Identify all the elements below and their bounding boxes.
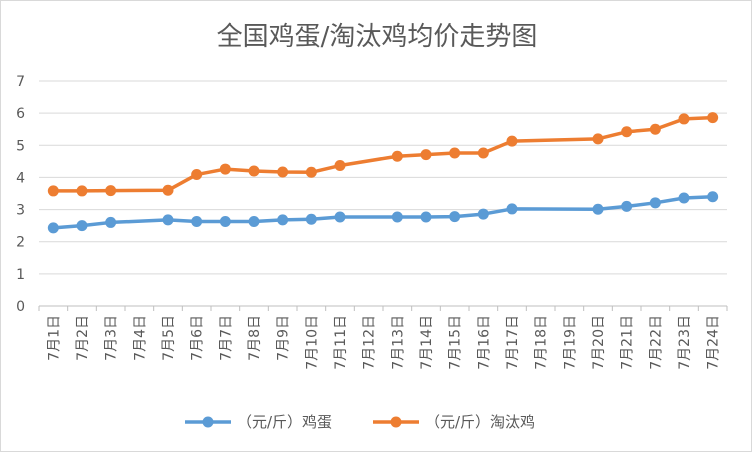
data-point: [477, 208, 489, 220]
x-tick-label: 7月11日: [333, 315, 349, 370]
series-line: [53, 194, 713, 230]
series-0: [47, 191, 719, 234]
series-1: [47, 112, 719, 197]
x-tick-label: 7月18日: [534, 315, 550, 370]
series-layer: [47, 112, 719, 234]
data-point: [76, 220, 88, 232]
x-tick-label: 7月24日: [706, 315, 722, 370]
y-tick-label: 5: [16, 138, 25, 154]
x-tick-label: 7月21日: [620, 315, 636, 370]
x-tick-label: 7月1日: [46, 315, 62, 361]
x-tick-label: 7月22日: [648, 315, 664, 370]
data-point: [105, 185, 117, 197]
data-point: [649, 123, 661, 135]
data-point: [47, 222, 59, 234]
data-point: [391, 150, 403, 162]
data-point: [678, 192, 690, 204]
data-point: [449, 147, 461, 159]
y-tick-label: 2: [16, 235, 25, 251]
data-point: [305, 213, 317, 225]
x-tick-label: 7月2日: [75, 315, 91, 361]
data-point: [334, 211, 346, 223]
x-tick-label: 7月3日: [104, 315, 120, 361]
data-point: [277, 166, 289, 178]
x-tick-label: 7月14日: [419, 315, 435, 370]
y-tick-label: 0: [16, 299, 25, 315]
data-point: [621, 200, 633, 212]
data-point: [248, 215, 260, 227]
data-point: [420, 211, 432, 223]
data-point: [707, 112, 719, 124]
data-point: [592, 133, 604, 145]
data-point: [621, 126, 633, 138]
x-tick-label: 7月13日: [390, 315, 406, 370]
series-line: [53, 115, 713, 193]
x-tick-label: 7月19日: [562, 315, 578, 370]
data-point: [277, 214, 289, 226]
data-point: [162, 184, 174, 196]
x-tick-label: 7月15日: [448, 315, 464, 370]
x-tick-label: 7月17日: [505, 315, 521, 370]
data-point: [47, 185, 59, 197]
data-point: [449, 211, 461, 223]
data-point: [248, 165, 260, 177]
data-point: [105, 216, 117, 228]
data-point: [162, 214, 174, 226]
legend-marker: [202, 416, 214, 428]
data-point: [592, 203, 604, 215]
chart-title: 全国鸡蛋/淘汰鸡均价走势图: [217, 22, 538, 52]
data-point: [678, 113, 690, 125]
y-tick-label: 7: [16, 74, 25, 90]
data-point: [219, 215, 231, 227]
data-point: [219, 163, 231, 175]
x-tick-label: 7月10日: [304, 315, 320, 370]
x-tick-label: 7月12日: [362, 315, 378, 370]
y-tick-label: 4: [16, 170, 25, 186]
legend-marker: [390, 416, 402, 428]
data-point: [391, 211, 403, 223]
x-tick-label: 7月8日: [247, 315, 263, 361]
y-tick-label: 6: [16, 106, 25, 122]
x-tick-label: 7月20日: [591, 315, 607, 370]
axes: 0 1 2 3 4 5 6 7 7月1日 7月2日 7月3日 7月4日 7月5日 7月6日 7月7日 7月8日…: [16, 74, 728, 370]
legend-label: （元/斤）淘汰鸡: [425, 413, 535, 431]
x-tick-label: 7月6日: [190, 315, 206, 361]
x-tick-label: 7月9日: [276, 315, 292, 361]
data-point: [334, 160, 346, 172]
data-point: [649, 197, 661, 209]
data-point: [76, 185, 88, 197]
x-tick-label: 7月16日: [476, 315, 492, 370]
x-tick-label: 7月5日: [161, 315, 177, 361]
x-tick-label: 7月7日: [218, 315, 234, 361]
x-tick-label: 7月4日: [132, 315, 148, 361]
x-tick-label: 7月23日: [677, 315, 693, 370]
y-tick-label: 3: [16, 203, 25, 219]
legend-label: （元/斤）鸡蛋: [237, 413, 332, 431]
y-tick-label: 1: [16, 267, 25, 283]
data-point: [506, 135, 518, 147]
data-point: [707, 191, 719, 203]
data-point: [506, 203, 518, 215]
legend: （元/斤）鸡蛋 （元/斤）淘汰鸡: [185, 413, 535, 431]
gridlines: [39, 80, 727, 275]
data-point: [477, 147, 489, 159]
data-point: [420, 149, 432, 161]
data-point: [305, 166, 317, 178]
data-point: [191, 215, 203, 227]
data-point: [191, 169, 203, 181]
